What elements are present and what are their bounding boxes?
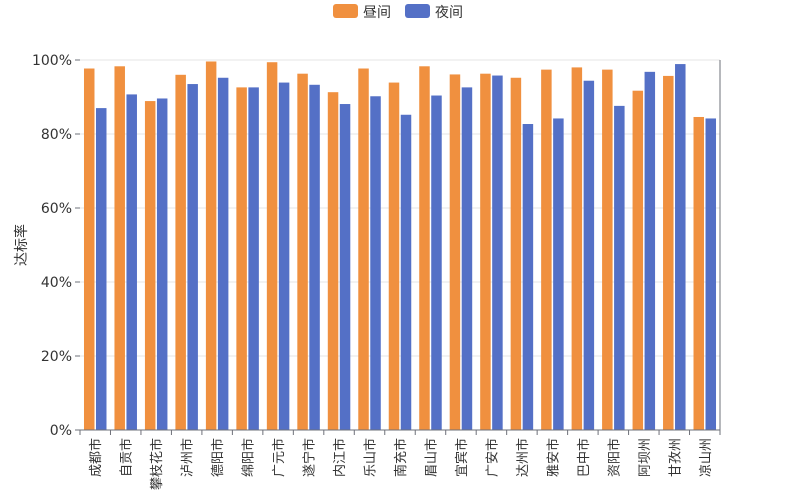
bar-night[interactable] bbox=[217, 77, 229, 430]
bar-night[interactable] bbox=[370, 96, 381, 430]
bar-night[interactable] bbox=[431, 95, 442, 431]
bar-day[interactable] bbox=[327, 92, 339, 430]
x-tick-label: 广元市 bbox=[271, 438, 287, 477]
bar-day[interactable] bbox=[419, 66, 430, 430]
bar-day[interactable] bbox=[205, 61, 217, 430]
x-tick-label: 资阳市 bbox=[606, 438, 622, 477]
x-tick-label: 南充市 bbox=[393, 438, 409, 477]
x-tick-label: 广安市 bbox=[484, 438, 500, 477]
bar-day[interactable] bbox=[632, 90, 644, 431]
bar-day[interactable] bbox=[602, 69, 613, 431]
legend-swatch-night bbox=[405, 4, 430, 18]
bar-day[interactable] bbox=[83, 68, 95, 430]
bar-day[interactable] bbox=[449, 74, 461, 431]
x-tick-label: 攀枝花市 bbox=[149, 438, 165, 490]
bar-night[interactable] bbox=[309, 84, 320, 430]
bar-day[interactable] bbox=[144, 101, 156, 430]
y-tick-label: 0% bbox=[50, 423, 72, 439]
x-tick-label: 泸州市 bbox=[180, 438, 196, 477]
bar-night[interactable] bbox=[644, 71, 656, 430]
x-tick-label: 成都市 bbox=[88, 438, 104, 477]
bar-day[interactable] bbox=[663, 75, 674, 430]
bar-day[interactable] bbox=[114, 66, 125, 430]
bar-night[interactable] bbox=[553, 118, 564, 431]
legend-label-night: 夜间 bbox=[435, 5, 463, 21]
y-axis-label: 达标率 bbox=[13, 224, 30, 266]
bar-night[interactable] bbox=[400, 114, 412, 430]
legend-swatch-day bbox=[333, 4, 358, 18]
bar-night[interactable] bbox=[583, 80, 595, 430]
bar-day[interactable] bbox=[693, 116, 705, 430]
x-tick-label: 宜宾市 bbox=[454, 438, 470, 477]
y-axis-ticks: 0% 20% 40% 60% 80% 100% bbox=[32, 53, 80, 439]
x-tick-label: 德阳市 bbox=[210, 438, 226, 477]
bar-night[interactable] bbox=[95, 108, 107, 430]
legend-item-night[interactable]: 夜间 bbox=[405, 4, 463, 21]
bar-night[interactable] bbox=[614, 105, 625, 430]
bar-night[interactable] bbox=[461, 87, 473, 430]
bar-night[interactable] bbox=[248, 87, 259, 430]
bar-day[interactable] bbox=[297, 73, 308, 430]
bar-day[interactable] bbox=[175, 74, 186, 431]
bar-night[interactable] bbox=[126, 94, 137, 430]
bar-night[interactable] bbox=[156, 98, 168, 430]
x-tick-label: 凉山州 bbox=[699, 438, 714, 477]
bars bbox=[83, 61, 717, 431]
bar-day[interactable] bbox=[388, 82, 400, 430]
axes bbox=[79, 60, 721, 435]
bar-day[interactable] bbox=[358, 68, 369, 430]
x-tick-label: 绵阳市 bbox=[241, 438, 257, 477]
bar-night[interactable] bbox=[339, 104, 351, 430]
y-tick-label: 20% bbox=[41, 349, 72, 365]
bar-night[interactable] bbox=[522, 124, 534, 430]
y-tick-label: 40% bbox=[41, 275, 72, 291]
bar-night[interactable] bbox=[278, 82, 290, 430]
bar-day[interactable] bbox=[266, 62, 278, 430]
x-tick-label: 达州市 bbox=[515, 438, 531, 477]
x-tick-label: 遂宁市 bbox=[302, 438, 318, 477]
legend-item-day[interactable]: 昼间 bbox=[333, 4, 391, 21]
bar-day[interactable] bbox=[510, 77, 522, 430]
bar-night[interactable] bbox=[675, 64, 686, 430]
x-tick-label: 眉山市 bbox=[423, 438, 439, 477]
x-tick-label: 阿坝州 bbox=[638, 438, 653, 477]
legend[interactable]: 昼间 夜间 bbox=[333, 4, 463, 21]
x-tick-label: 甘孜州 bbox=[668, 438, 683, 477]
x-axis-labels: 成都市 自贡市 攀枝花市 泸州市 德阳市 绵阳市 广元市 遂宁市 内江市 乐山市 南充市 眉山市 宜宾市… bbox=[88, 438, 714, 490]
grid-lines bbox=[80, 59, 720, 357]
legend-label-day: 昼间 bbox=[363, 5, 391, 21]
bar-night[interactable] bbox=[705, 118, 717, 431]
y-tick-label: 80% bbox=[41, 127, 72, 143]
bar-night[interactable] bbox=[187, 84, 198, 431]
bar-night[interactable] bbox=[492, 75, 503, 430]
bar-day[interactable] bbox=[236, 87, 247, 430]
bar-day[interactable] bbox=[541, 69, 552, 431]
x-tick-label: 自贡市 bbox=[119, 438, 135, 477]
x-tick-label: 内江市 bbox=[332, 438, 348, 477]
y-tick-label: 60% bbox=[41, 201, 72, 217]
bar-day[interactable] bbox=[480, 73, 491, 430]
bar-day[interactable] bbox=[571, 67, 583, 431]
x-tick-label: 巴中市 bbox=[576, 438, 592, 477]
x-tick-label: 雅安市 bbox=[545, 438, 561, 477]
y-tick-label: 100% bbox=[32, 53, 72, 69]
x-tick-label: 乐山市 bbox=[363, 438, 379, 477]
